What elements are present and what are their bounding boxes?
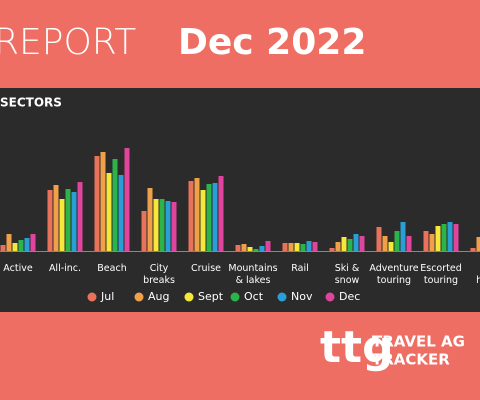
x-tick-label: Escorted touring bbox=[420, 263, 462, 286]
bar bbox=[247, 247, 253, 251]
title-light: REPORT bbox=[0, 22, 136, 63]
chart-title: SECTORS bbox=[0, 96, 62, 110]
bar bbox=[159, 199, 165, 251]
bar bbox=[0, 245, 6, 251]
bar bbox=[194, 178, 200, 251]
bar bbox=[65, 189, 71, 251]
legend-label: Oct bbox=[244, 290, 264, 303]
bar bbox=[353, 234, 359, 251]
bar bbox=[306, 241, 312, 251]
x-tick-label: Active bbox=[3, 263, 33, 274]
bar bbox=[453, 224, 459, 251]
legend-swatch bbox=[134, 292, 144, 302]
legend-swatch bbox=[277, 292, 287, 302]
bar bbox=[24, 238, 30, 251]
bar bbox=[188, 181, 194, 251]
x-tick-label: All-inc. bbox=[49, 263, 81, 274]
legend-label: Sept bbox=[198, 290, 224, 303]
legend-label: Aug bbox=[148, 290, 169, 303]
bar bbox=[6, 234, 12, 251]
x-tick-label: Adventure touring bbox=[369, 263, 418, 286]
bar bbox=[147, 188, 153, 251]
bar bbox=[253, 249, 259, 251]
bar bbox=[288, 243, 294, 251]
bar bbox=[165, 201, 171, 251]
x-tick-label: City breaks bbox=[143, 263, 175, 286]
bar bbox=[341, 237, 347, 251]
bar bbox=[388, 242, 394, 251]
bar bbox=[153, 199, 159, 251]
bar bbox=[423, 231, 429, 251]
x-tick-label: Beach bbox=[97, 263, 126, 274]
legend-swatch bbox=[87, 292, 97, 302]
logo: ttg bbox=[320, 322, 394, 373]
bar bbox=[206, 184, 212, 251]
bar bbox=[441, 224, 447, 251]
legend-swatch bbox=[184, 292, 194, 302]
legend-label: Jul bbox=[100, 290, 114, 303]
bar bbox=[394, 231, 400, 251]
x-tick-label: Cruise bbox=[191, 263, 221, 274]
bar bbox=[12, 243, 18, 251]
bar bbox=[241, 244, 247, 251]
bar bbox=[265, 241, 271, 251]
bar bbox=[141, 211, 147, 251]
bar bbox=[53, 185, 59, 251]
bar bbox=[235, 245, 241, 251]
bar bbox=[106, 173, 112, 251]
bar bbox=[470, 248, 476, 251]
brand-line: TRACKER bbox=[372, 351, 450, 369]
x-tick-label: Mountains & lakes bbox=[228, 263, 277, 286]
bar bbox=[376, 227, 382, 251]
bar bbox=[94, 156, 100, 251]
bar bbox=[294, 243, 300, 251]
legend-label: Dec bbox=[339, 290, 360, 303]
bar bbox=[300, 244, 306, 251]
bar bbox=[335, 242, 341, 251]
bar bbox=[259, 246, 265, 251]
bar bbox=[118, 175, 124, 251]
bar bbox=[112, 159, 118, 251]
legend-swatch bbox=[230, 292, 240, 302]
bar bbox=[30, 234, 36, 251]
bar bbox=[476, 237, 480, 251]
legend-label: Nov bbox=[291, 290, 313, 303]
x-tick-label: Ski & snow bbox=[335, 263, 360, 286]
bar bbox=[447, 222, 453, 251]
bar bbox=[77, 182, 83, 251]
plot: Active All-inc. Beach City breaks Cruise Mount… bbox=[0, 148, 480, 303]
bar bbox=[359, 236, 365, 251]
bar bbox=[382, 236, 388, 251]
bar bbox=[18, 240, 24, 251]
title-bold: Dec 2022 bbox=[178, 22, 366, 63]
bar bbox=[71, 192, 77, 251]
x-tick-label: Whone bbox=[476, 263, 480, 286]
bar bbox=[200, 190, 206, 251]
bar bbox=[47, 190, 53, 251]
bar bbox=[171, 202, 177, 251]
bar bbox=[218, 176, 224, 251]
x-tick-label: Rail bbox=[291, 263, 309, 274]
bar bbox=[312, 242, 318, 251]
bar bbox=[400, 222, 406, 251]
bar bbox=[429, 234, 435, 251]
brand-line: TRAVEL AG bbox=[372, 333, 465, 351]
bar bbox=[282, 243, 288, 251]
legend-swatch bbox=[325, 292, 335, 302]
bar bbox=[406, 236, 412, 251]
bar bbox=[435, 226, 441, 251]
bar bbox=[329, 248, 335, 251]
bar bbox=[100, 152, 106, 251]
bar bbox=[59, 199, 65, 251]
bar bbox=[212, 183, 218, 251]
bar bbox=[347, 239, 353, 251]
bar bbox=[124, 148, 130, 251]
